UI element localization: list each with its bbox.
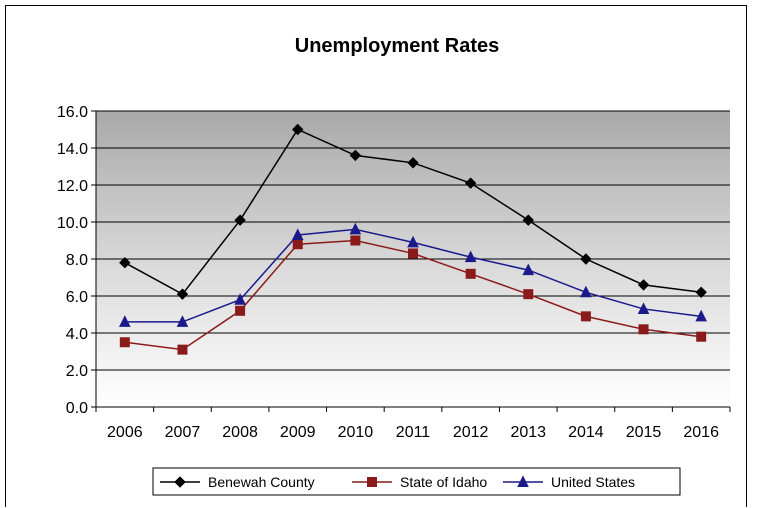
data-point-state-of-idaho (580, 311, 591, 322)
legend-label-united-states: United States (551, 474, 635, 490)
data-point-united-states (522, 263, 535, 276)
data-point-united-states (637, 302, 650, 314)
data-point-benewah-county (637, 279, 650, 291)
data-point-united-states (119, 315, 131, 327)
x-tick-labels: 2006 2007 2008 2009 2010 2011 2012 2013 2014 2015… (107, 424, 719, 441)
data-point-benewah-county (464, 177, 477, 189)
data-point-state-of-idaho (177, 344, 188, 355)
axes (91, 110, 731, 412)
legend-marker-benewah-county (174, 476, 186, 488)
y-tick-labels: 0.0 2.0 4.0 6.0 8.0 10.0 12.0 14.0 16.0 (57, 104, 88, 417)
data-point-united-states (407, 235, 419, 248)
legend-label-state-of-idaho: State of Idaho (400, 474, 487, 490)
x-tick-label: 2007 (165, 424, 201, 441)
y-tick-label: 4.0 (66, 326, 88, 343)
data-point-state-of-idaho (292, 239, 303, 250)
x-tick-label: 2016 (683, 424, 719, 441)
data-point-benewah-county (176, 288, 189, 300)
legend-label-benewah-county: Benewah County (208, 474, 315, 490)
chart-title: Unemployment Rates (295, 35, 500, 57)
x-tick-label: 2011 (396, 424, 431, 441)
data-point-united-states (580, 285, 592, 298)
data-point-state-of-idaho (465, 268, 476, 279)
data-point-benewah-county (349, 149, 362, 162)
x-tick-label: 2009 (280, 424, 316, 441)
legend: Benewah County State of Idaho United State… (152, 467, 681, 496)
data-point-state-of-idaho (638, 324, 649, 335)
data-point-benewah-county (407, 157, 419, 169)
data-point-benewah-county (292, 123, 304, 136)
legend-marker-united-states (517, 475, 529, 487)
data-point-benewah-county (580, 253, 592, 265)
x-tick-label: 2013 (510, 424, 546, 441)
y-tick-label: 6.0 (66, 289, 88, 306)
data-point-united-states (234, 293, 246, 305)
y-tick-label: 14.0 (57, 141, 88, 158)
y-tick-label: 0.0 (66, 400, 88, 417)
data-point-state-of-idaho (235, 305, 246, 316)
data-point-state-of-idaho (350, 235, 361, 246)
y-tick-label: 8.0 (66, 252, 88, 269)
legend-marker-state-of-idaho (367, 477, 377, 487)
data-point-benewah-county (695, 286, 707, 299)
data-point-united-states (464, 250, 477, 263)
x-tick-label: 2015 (626, 424, 662, 441)
y-tick-label: 10.0 (57, 215, 88, 232)
data-point-benewah-county (119, 256, 131, 269)
data-point-benewah-county (234, 214, 246, 226)
x-tick-label: 2012 (453, 424, 489, 441)
data-point-state-of-idaho (696, 331, 707, 342)
x-tick-label: 2010 (338, 424, 374, 441)
legend-box (152, 467, 681, 496)
data-point-state-of-idaho (408, 248, 418, 259)
y-tick-label: 2.0 (66, 363, 88, 380)
data-point-state-of-idaho (523, 289, 534, 300)
data-point-united-states (695, 309, 707, 322)
y-tick-label: 12.0 (57, 178, 88, 195)
data-point-united-states (291, 228, 304, 240)
data-point-united-states (349, 222, 362, 235)
data-point-united-states (176, 315, 189, 327)
y-tick-label: 16.0 (57, 104, 88, 121)
data-point-state-of-idaho (119, 337, 130, 348)
series-markers (119, 123, 707, 355)
gridlines (96, 110, 730, 408)
data-point-benewah-county (522, 214, 534, 226)
x-tick-label: 2014 (568, 424, 604, 441)
x-tick-label: 2008 (222, 424, 258, 441)
x-tick-label: 2006 (107, 424, 143, 441)
